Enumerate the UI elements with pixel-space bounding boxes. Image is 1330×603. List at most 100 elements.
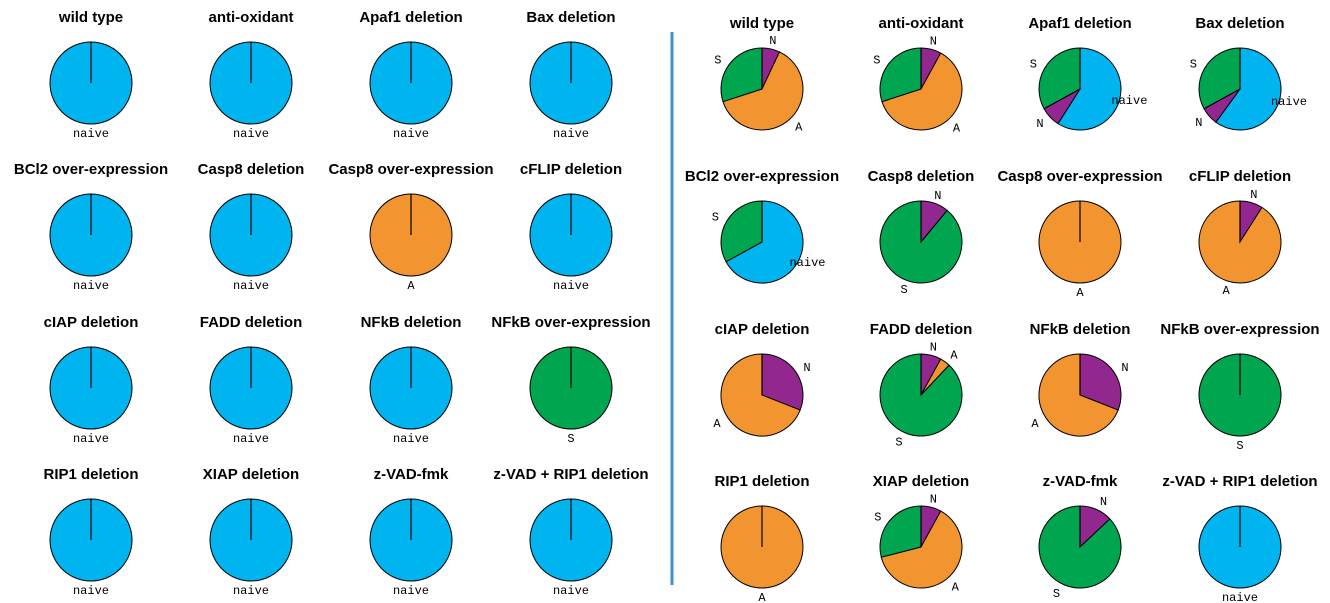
pie-right-xiap-deletion: XIAP deletion N A S	[873, 473, 969, 595]
pie-title: RIP1 deletion	[714, 473, 809, 490]
pie-left-ciap-deletion: cIAP deletion naive	[44, 314, 139, 446]
pie-title: NFkB deletion	[361, 314, 462, 331]
pie-right-casp8-deletion: Casp8 deletion N S	[868, 168, 975, 297]
pie-title: Bax deletion	[1195, 15, 1284, 32]
pie-left-z-vad-rip1-deletion: z-VAD + RIP1 deletion naive	[493, 466, 648, 598]
slice-label-naive: naive	[73, 584, 109, 598]
slice-label-naive: naive	[1271, 95, 1307, 109]
pie-slice-n	[761, 353, 804, 411]
slice-label-s: S	[873, 54, 880, 68]
slice-label-naive: naive	[393, 584, 429, 598]
slice-label-a: A	[1222, 284, 1230, 298]
pie-left-rip1-deletion: RIP1 deletion naive	[43, 466, 138, 598]
pie-slice-s	[1198, 47, 1241, 110]
pie-left-cflip-deletion: cFLIP deletion naive	[520, 161, 622, 293]
pie-left-bax-deletion: Bax deletion naive	[526, 9, 615, 141]
pie-title: wild type	[729, 15, 794, 32]
pie-title: anti-oxidant	[209, 9, 294, 26]
pie-title: RIP1 deletion	[43, 466, 138, 483]
slice-label-n: N	[1121, 361, 1128, 375]
slice-label-a: A	[950, 349, 958, 363]
slice-label-naive: naive	[553, 127, 589, 141]
pie-title: z-VAD + RIP1 deletion	[493, 466, 648, 483]
pie-right-cflip-deletion: cFLIP deletion N A	[1189, 168, 1291, 298]
slice-label-a: A	[795, 121, 803, 135]
slice-label-n: N	[1195, 116, 1202, 130]
pie-title: Bax deletion	[526, 9, 615, 26]
slice-label-naive: naive	[393, 127, 429, 141]
pie-title: BCl2 over-expression	[14, 161, 168, 178]
pie-title: NFkB over-expression	[1160, 321, 1319, 338]
slice-label-n: N	[930, 35, 937, 49]
slice-label-naive: naive	[233, 127, 269, 141]
pie-title: BCl2 over-expression	[685, 168, 839, 185]
pie-left-casp8-deletion: Casp8 deletion naive	[198, 161, 305, 293]
pie-left-bcl2-over-expression: BCl2 over-expression naive	[14, 161, 168, 293]
slice-label-a: A	[1076, 286, 1084, 300]
slice-label-naive: naive	[1111, 94, 1147, 108]
slice-label-naive: naive	[233, 584, 269, 598]
pie-title: Casp8 deletion	[868, 168, 975, 185]
slice-label-naive: naive	[789, 256, 825, 270]
pie-slice-s	[879, 505, 922, 558]
pie-title: z-VAD-fmk	[1043, 473, 1118, 490]
pie-right-anti-oxidant: anti-oxidant N A S	[873, 15, 963, 136]
pie-title: z-VAD-fmk	[374, 466, 449, 483]
slice-label-s: S	[1236, 439, 1243, 453]
slice-label-a: A	[713, 417, 721, 431]
pie-slice-a	[722, 51, 804, 131]
slice-label-naive: naive	[1222, 591, 1258, 603]
slice-label-n: N	[1250, 188, 1257, 202]
slice-label-n: N	[803, 361, 810, 375]
slice-label-n: N	[930, 341, 937, 355]
slice-label-naive: naive	[553, 584, 589, 598]
slice-label-a: A	[1031, 417, 1039, 431]
slice-label-s: S	[714, 54, 721, 68]
slice-label-naive: naive	[233, 279, 269, 293]
pie-title: Apaf1 deletion	[359, 9, 462, 26]
pie-slice-naive	[1215, 47, 1282, 131]
pie-title: z-VAD + RIP1 deletion	[1162, 473, 1317, 490]
slice-label-naive: naive	[73, 432, 109, 446]
slice-label-s: S	[1030, 58, 1037, 72]
pie-left-wild-type: wild type naive	[49, 9, 133, 141]
pie-title: FADD deletion	[870, 321, 973, 338]
pie-slice-a	[1038, 353, 1119, 437]
pie-slice-naive	[725, 200, 804, 284]
slice-label-naive: naive	[73, 127, 109, 141]
pie-right-nfkb-deletion: NFkB deletion N A	[1030, 321, 1131, 437]
pie-title: Casp8 over-expression	[328, 161, 493, 178]
pie-right-fadd-deletion: FADD deletion NA S	[870, 321, 973, 450]
slice-label-n: N	[930, 493, 937, 507]
pie-right-z-vad-fmk: z-VAD-fmk N S	[1038, 473, 1122, 601]
pie-title: FADD deletion	[200, 314, 303, 331]
pie-right-bcl2-over-expression: BCl2 over-expression naive S	[685, 168, 839, 284]
pie-left-nfkb-deletion: NFkB deletion naive	[361, 314, 462, 446]
pie-right-casp8-over-expression: Casp8 over-expression A	[997, 168, 1162, 300]
pie-title: Apaf1 deletion	[1028, 15, 1131, 32]
pie-title: cFLIP deletion	[1189, 168, 1291, 185]
pie-right-nfkb-over-expression: NFkB over-expression S	[1160, 321, 1319, 453]
pie-title: XIAP deletion	[873, 473, 969, 490]
slice-label-s: S	[1053, 587, 1060, 601]
pie-right-ciap-deletion: cIAP deletion N A	[713, 321, 811, 437]
slice-label-s: S	[874, 510, 881, 524]
pie-left-z-vad-fmk: z-VAD-fmk naive	[369, 466, 453, 598]
pie-title: NFkB deletion	[1030, 321, 1131, 338]
slice-label-naive: naive	[553, 279, 589, 293]
pie-title: XIAP deletion	[203, 466, 299, 483]
pie-title: cIAP deletion	[715, 321, 810, 338]
pie-left-casp8-over-expression: Casp8 over-expression A	[328, 161, 493, 293]
pie-title: Casp8 over-expression	[997, 168, 1162, 185]
slice-label-a: A	[407, 279, 415, 293]
pie-title: anti-oxidant	[879, 15, 964, 32]
pie-left-anti-oxidant: anti-oxidant naive	[209, 9, 294, 141]
pie-title: cFLIP deletion	[520, 161, 622, 178]
pie-slice-naive	[1057, 47, 1122, 131]
slice-label-n: N	[1100, 495, 1107, 509]
slice-label-n: N	[769, 34, 776, 48]
slice-label-naive: naive	[73, 279, 109, 293]
